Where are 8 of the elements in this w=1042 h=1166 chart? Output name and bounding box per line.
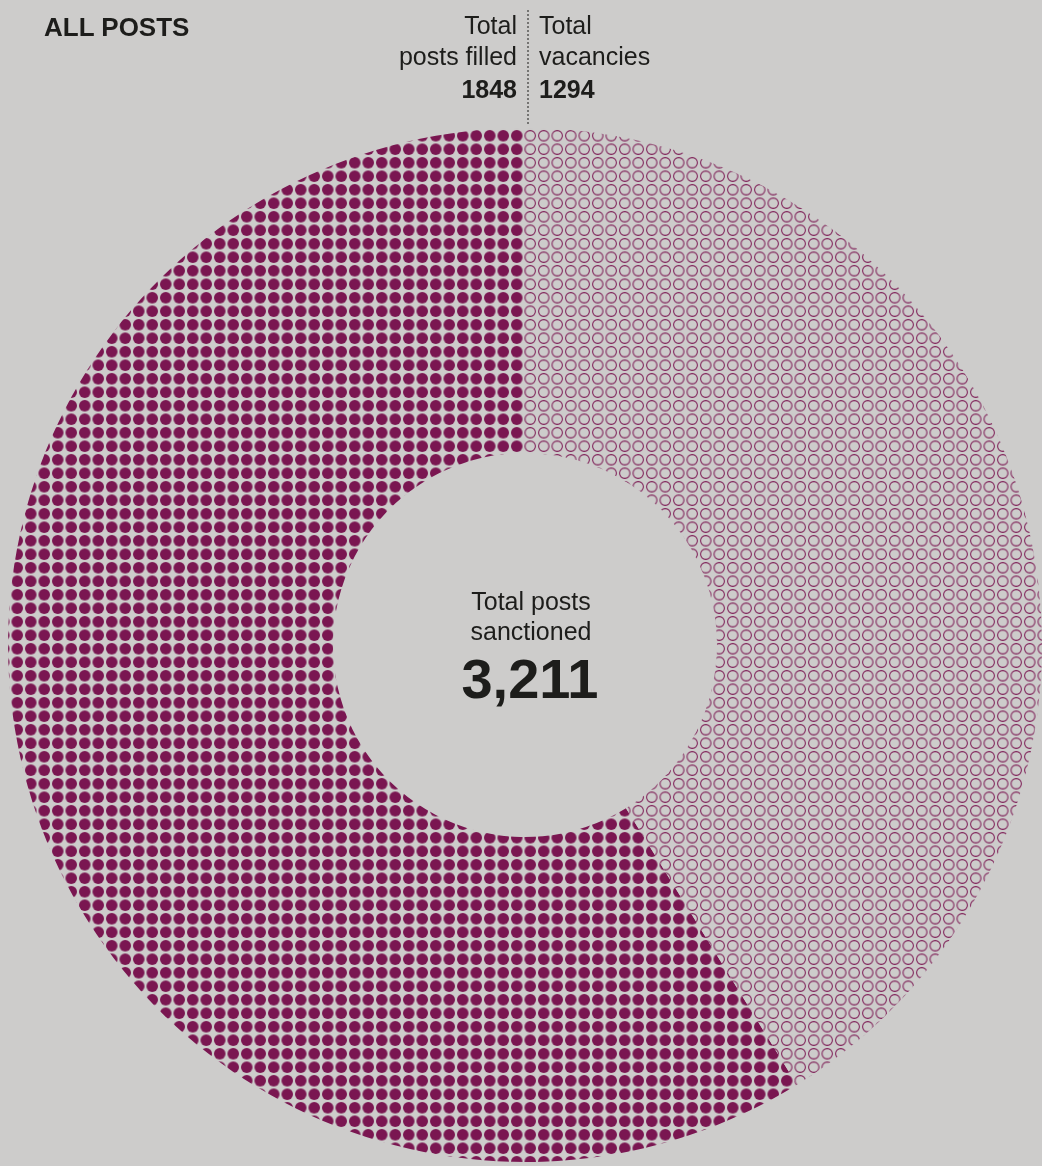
slice-label: Total vacancies: [539, 11, 651, 70]
text: 3,211: [461, 647, 599, 710]
chart-title: ALL POSTS: [44, 12, 190, 42]
text: Total posts sanctioned: [470, 587, 592, 645]
data-label: 1848: [461, 75, 518, 103]
data-label: 1294: [539, 75, 595, 103]
donut-slice: [8, 128, 797, 1162]
slice-label: Total posts filled: [398, 11, 517, 70]
